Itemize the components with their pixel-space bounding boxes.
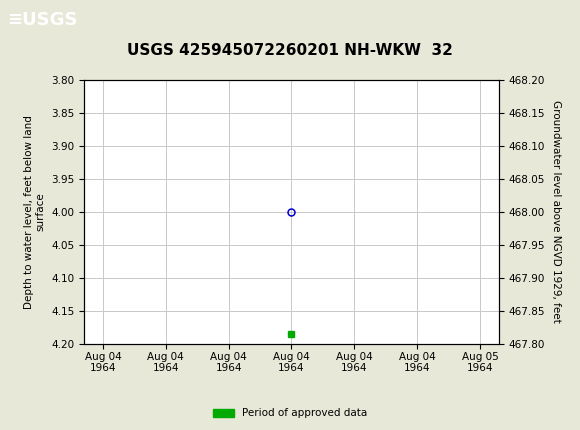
Y-axis label: Groundwater level above NGVD 1929, feet: Groundwater level above NGVD 1929, feet	[550, 100, 561, 323]
Text: USGS 425945072260201 NH-WKW  32: USGS 425945072260201 NH-WKW 32	[127, 43, 453, 58]
Legend: Period of approved data: Period of approved data	[209, 404, 371, 423]
Text: ≡USGS: ≡USGS	[7, 12, 78, 29]
Y-axis label: Depth to water level, feet below land
surface: Depth to water level, feet below land su…	[24, 115, 46, 309]
